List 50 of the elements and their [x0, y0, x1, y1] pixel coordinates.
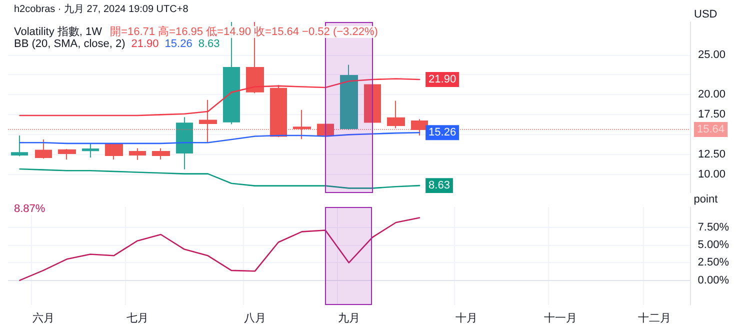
chart-title: Volatility 指數, 1W — [14, 26, 102, 38]
candlestick — [11, 134, 28, 157]
candlestick — [411, 118, 428, 136]
text: h2cobras · 九月 27, 2024 19:09 UTC+8 — [14, 2, 188, 16]
candlestick — [270, 84, 287, 138]
candlestick — [176, 116, 193, 170]
y-tick-label: 25.00 — [698, 48, 726, 61]
data-label: 15.26 — [428, 126, 456, 139]
line-series — [19, 168, 420, 189]
annotation: 開=16.71 高=16.95 低=14.90 收=15.64 −0.52 (−3.22%) — [110, 26, 378, 38]
y-tick-label: 7.50% — [698, 221, 730, 234]
text: 15.26 — [164, 38, 192, 50]
y-tick-label: 12.50 — [698, 148, 726, 161]
y-tick-label: 10.00 — [698, 168, 726, 181]
data-label: 21.90 — [428, 74, 456, 86]
candlestick — [58, 148, 76, 160]
y-tick-label: 20.00 — [698, 88, 726, 101]
line-series — [19, 78, 420, 116]
candlestick — [387, 100, 405, 129]
x-tick-label: 九月 — [338, 312, 360, 324]
x-tick-label: 十月 — [455, 312, 478, 324]
x-tick-label: 七月 — [126, 312, 148, 324]
legend-title: BB (20, SMA, close, 2) — [14, 38, 126, 50]
chart-title: 8.87% — [14, 203, 46, 215]
x-tick-label: 八月 — [244, 312, 266, 324]
x-tick-label: 十二月 — [638, 312, 672, 324]
candlestick — [364, 84, 381, 125]
candlestick — [199, 99, 217, 144]
candlestick — [82, 143, 99, 158]
candlestick — [293, 109, 311, 140]
candlestick — [105, 143, 123, 160]
y-tick-label: 2.50% — [698, 256, 730, 269]
candlestick — [35, 138, 52, 160]
line-series — [19, 217, 420, 281]
text: 21.90 — [131, 38, 159, 50]
text: 8.63 — [198, 38, 220, 50]
ref-line-label: 15.64 — [697, 124, 725, 136]
y-tick-label: 0.00% — [698, 274, 730, 286]
y-axis-title: USD — [694, 8, 718, 20]
candlestick — [340, 64, 358, 130]
y-tick-label: 17.50 — [698, 108, 726, 121]
y-tick-label: 5.00% — [698, 239, 730, 252]
data-label: 8.63 — [428, 180, 450, 192]
x-tick-label: 十一月 — [544, 312, 577, 324]
candlestick — [129, 148, 146, 160]
candlestick — [317, 122, 334, 137]
y-axis-title: point — [694, 194, 718, 206]
x-tick-label: 六月 — [32, 312, 54, 324]
line-series — [19, 132, 420, 144]
candlestick — [152, 148, 170, 160]
